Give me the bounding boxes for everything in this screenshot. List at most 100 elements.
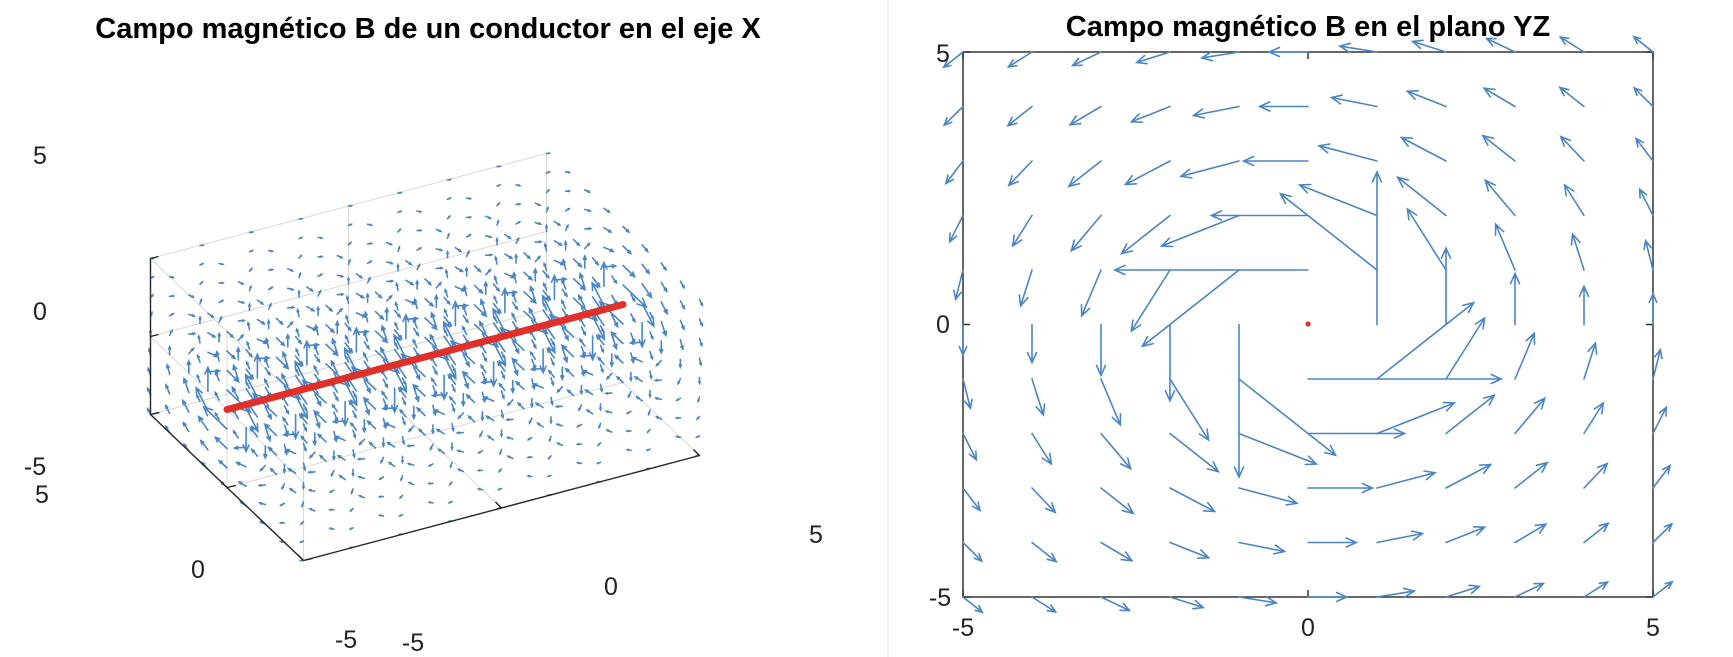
field-arrow-3d — [575, 442, 583, 446]
field-arrow-3d — [207, 312, 215, 319]
field-arrow-3d — [377, 495, 385, 498]
field-arrow-3d — [448, 481, 453, 487]
field-arrow-2d — [1080, 269, 1102, 318]
field-arrow-3d — [397, 245, 401, 253]
field-arrow-3d — [347, 276, 350, 285]
field-arrow-3d — [514, 253, 518, 264]
field-arrow-2d — [1031, 378, 1046, 417]
x-tick-label-0: 0 — [604, 573, 618, 601]
field-arrow-2d — [1006, 105, 1033, 127]
field-arrow-3d — [481, 372, 487, 384]
field-arrow-3d — [196, 353, 201, 364]
field-arrow-3d — [207, 351, 220, 358]
field-arrow-3d — [394, 301, 399, 311]
field-arrow-3d — [545, 205, 549, 213]
field-arrow-3d — [435, 266, 445, 270]
field-arrow-3d — [481, 391, 486, 404]
field-arrow-3d — [396, 262, 400, 272]
field-arrow-3d — [523, 291, 538, 305]
field-arrow-3d — [415, 406, 426, 417]
field-arrow-3d — [182, 420, 190, 433]
field-arrow-2d — [1481, 134, 1516, 162]
field-arrow-3d — [483, 280, 488, 296]
field-arrow-3d — [256, 318, 267, 325]
field-arrow-3d — [335, 319, 340, 335]
field-arrow-3d — [456, 468, 465, 473]
field-arrow-3d — [298, 254, 303, 259]
field-arrow-3d — [446, 178, 453, 181]
field-arrow-3d — [386, 261, 395, 265]
field-arrow-3d — [613, 354, 624, 364]
field-arrow-3d — [281, 483, 286, 491]
field-arrow-2d — [1238, 432, 1319, 466]
field-arrow-3d — [516, 401, 525, 410]
field-arrow-3d — [530, 397, 534, 409]
field-arrow-3d — [242, 427, 250, 454]
field-arrow-3d — [256, 355, 271, 361]
field-arrow-3d — [381, 390, 388, 400]
field-arrow-3d — [325, 324, 336, 334]
field-arrow-2d — [1648, 292, 1658, 326]
field-arrow-3d — [405, 299, 418, 305]
field-arrow-3d — [355, 312, 368, 318]
field-arrow-3d — [465, 216, 473, 219]
field-arrow-3d — [485, 268, 492, 276]
field-arrow-2d — [1652, 405, 1668, 435]
field-arrow-3d — [249, 426, 259, 438]
field-arrow-3d — [236, 346, 241, 361]
field-arrow-3d — [489, 361, 498, 388]
field-arrow-2d — [1095, 323, 1107, 378]
field-arrow-3d — [451, 422, 455, 433]
field-arrow-3d — [633, 375, 643, 383]
field-arrow-3d — [457, 412, 465, 420]
field-arrow-3d — [630, 293, 636, 303]
z-tick-label-5: 5 — [33, 142, 47, 170]
field-arrow-3d — [381, 437, 386, 448]
field-arrow-3d — [214, 390, 220, 401]
field-arrow-3d — [603, 207, 611, 214]
field-arrow-3d — [387, 461, 396, 468]
field-arrow-2d — [1578, 284, 1590, 326]
yz-x-tick-label-5: 5 — [1646, 614, 1660, 642]
field-arrow-3d — [231, 385, 240, 400]
field-arrow-3d — [440, 374, 448, 401]
field-arrow-3d — [572, 277, 587, 292]
field-arrow-3d — [446, 214, 452, 220]
field-arrow-3d — [294, 394, 309, 420]
field-arrow-3d — [531, 339, 537, 350]
field-arrow-3d — [397, 514, 404, 517]
x-tick-label-neg5: -5 — [402, 629, 424, 657]
field-arrow-3d — [199, 262, 205, 266]
field-arrow-3d — [611, 275, 618, 285]
field-arrow-3d — [698, 318, 704, 328]
field-arrow-3d — [461, 324, 468, 336]
field-arrow-3d — [435, 428, 445, 435]
field-arrow-3d — [591, 257, 600, 267]
field-arrow-2d — [1638, 187, 1654, 217]
field-arrow-3d — [331, 403, 339, 413]
field-arrow-3d — [564, 367, 575, 377]
field-arrow-3d — [328, 489, 335, 494]
field-arrow-3d — [599, 325, 605, 334]
field-arrow-2d — [1123, 160, 1171, 186]
field-arrow-3d — [481, 352, 488, 363]
field-arrow-2d — [1514, 331, 1536, 380]
field-arrow-3d — [496, 165, 502, 168]
field-arrow-3d — [366, 223, 374, 226]
field-arrow-3d — [345, 314, 350, 324]
field-arrow-3d — [287, 268, 295, 272]
field-arrow-3d — [197, 334, 201, 344]
field-arrow-3d — [437, 448, 445, 455]
field-arrow-3d — [347, 223, 354, 227]
conductor-line — [223, 301, 627, 413]
field-arrow-3d — [505, 436, 514, 440]
field-arrow-3d — [455, 449, 465, 453]
field-arrow-3d — [380, 346, 388, 361]
field-arrow-3d — [611, 314, 619, 329]
field-arrow-3d — [515, 220, 522, 225]
field-arrow-3d — [448, 395, 457, 405]
field-arrow-3d — [443, 316, 453, 328]
field-arrow-2d — [1634, 137, 1654, 162]
field-arrow-2d — [1026, 323, 1038, 365]
field-arrow-3d — [553, 220, 562, 227]
